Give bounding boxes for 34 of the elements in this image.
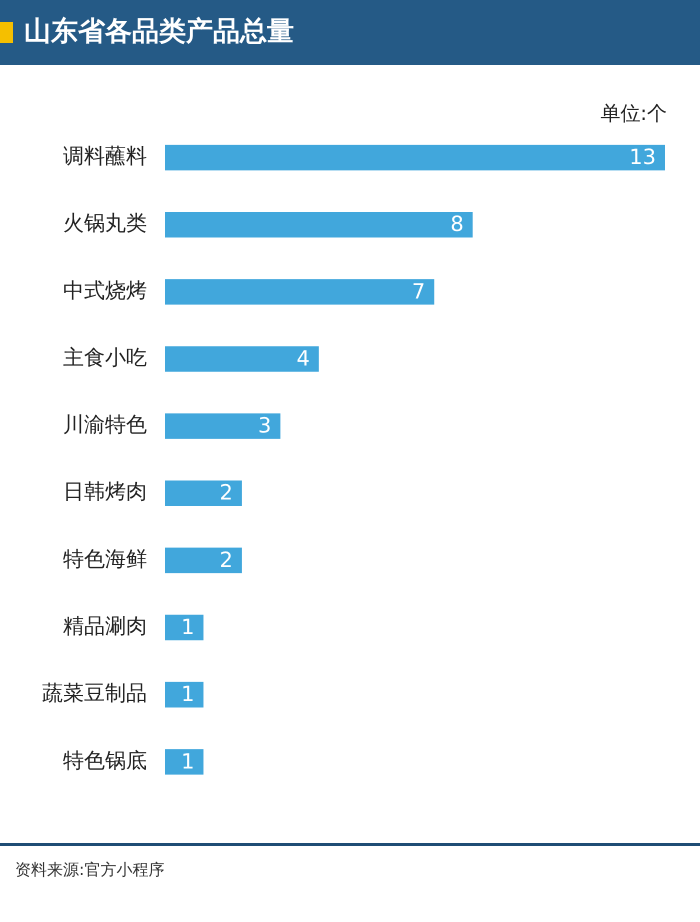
bar: [165, 144, 665, 170]
header-banner: 山东省各品类产品总量: [0, 0, 700, 65]
data-label: 8: [450, 212, 464, 236]
data-label: 4: [296, 346, 310, 370]
data-label: 2: [220, 480, 233, 505]
y-tick-label: 主食小吃: [63, 345, 147, 370]
bar: [165, 548, 242, 574]
x-axis-title: 单位:个: [600, 100, 667, 126]
data-label: 7: [412, 279, 426, 304]
y-tick-label: 火锅丸类: [63, 211, 147, 236]
data-label: 13: [629, 145, 656, 170]
y-tick-label: 精品涮肉: [63, 614, 147, 638]
bar: [165, 614, 204, 640]
y-tick-label: 特色海鲜: [63, 546, 147, 571]
bar: [165, 682, 204, 708]
bar: [165, 413, 280, 439]
y-tick-label: 调料蘸料: [63, 144, 147, 168]
y-tick-label: 川渝特色: [63, 412, 147, 437]
text: 资料来源:官方小程序: [15, 859, 164, 881]
data-label: 1: [181, 615, 194, 640]
data-label: 3: [258, 414, 272, 438]
data-label: 2: [220, 548, 233, 572]
bar: [165, 346, 319, 372]
y-tick-label: 日韩烤肉: [63, 480, 147, 504]
data-label: 1: [181, 749, 194, 774]
data-label: 1: [181, 682, 194, 706]
bar: [165, 480, 242, 506]
bar: [165, 212, 473, 238]
y-tick-label: 中式烧烤: [63, 278, 147, 302]
y-tick-label: 蔬菜豆制品: [42, 681, 147, 706]
chart-title: 山东省各品类产品总量: [24, 15, 294, 49]
y-tick-label: 特色锅底: [63, 748, 147, 772]
bar: [165, 749, 204, 775]
bar: [165, 279, 434, 305]
